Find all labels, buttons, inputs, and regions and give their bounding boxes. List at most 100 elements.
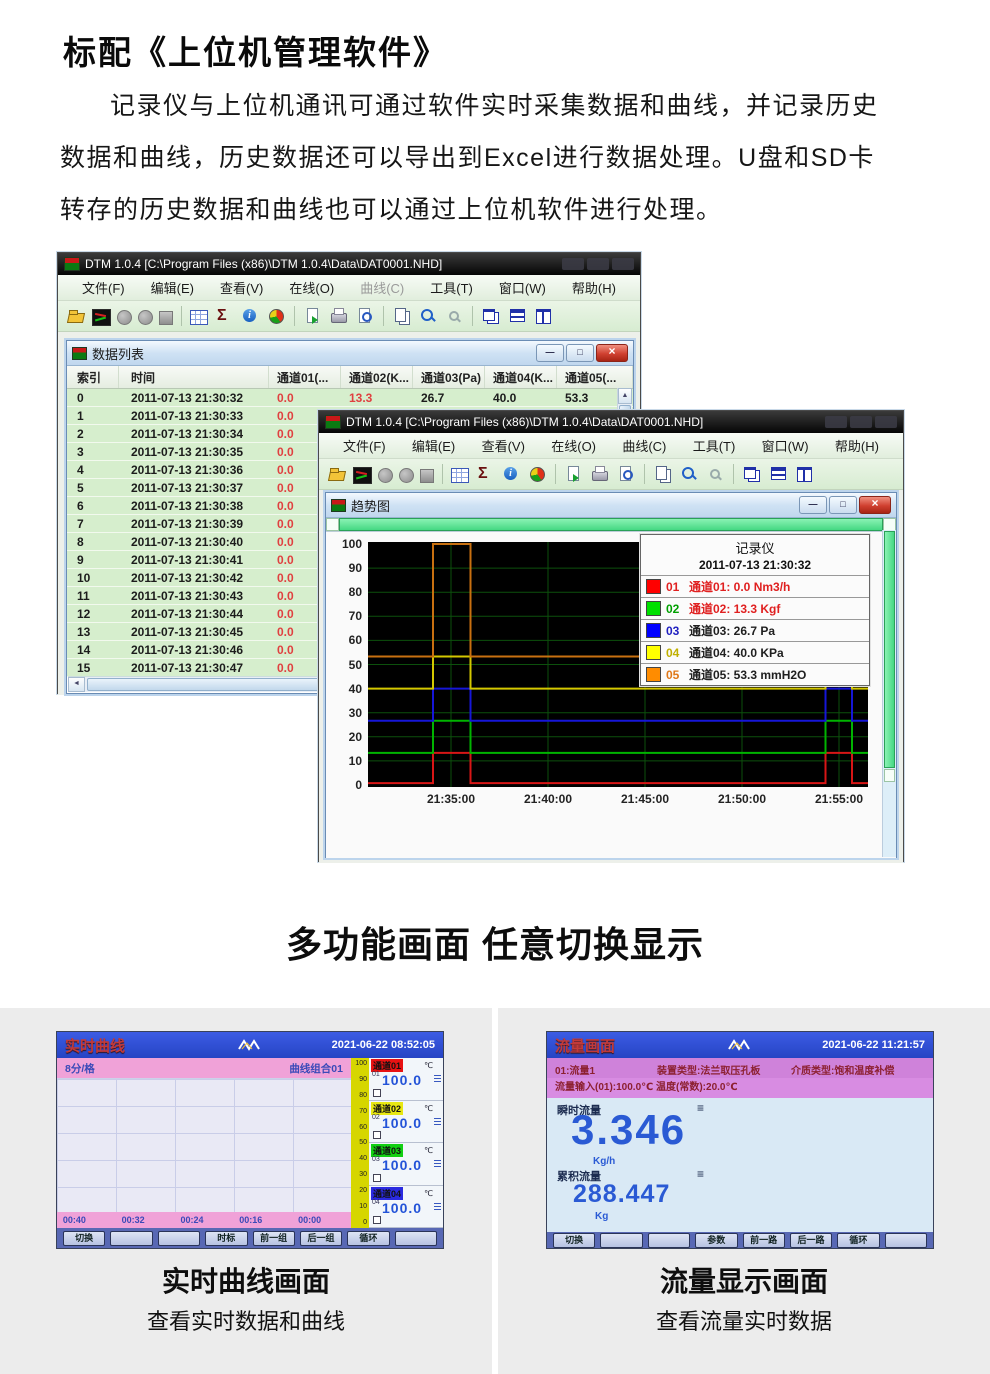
- column-header[interactable]: 通道02(K...: [341, 366, 413, 388]
- window-controls[interactable]: [562, 258, 634, 270]
- menu-item-帮助(H)[interactable]: 帮助(H): [834, 439, 879, 454]
- device-button-时标[interactable]: 时标: [205, 1230, 248, 1246]
- grid-icon[interactable]: [190, 310, 208, 325]
- zoom-small-icon[interactable]: [444, 306, 464, 326]
- stop-icon[interactable]: [159, 311, 173, 325]
- tile-v-icon[interactable]: [533, 306, 553, 326]
- scroll-up-icon[interactable]: [618, 388, 632, 404]
- menu-item-窗口(W)[interactable]: 窗口(W): [761, 439, 809, 454]
- channel-checkbox[interactable]: [373, 1088, 381, 1097]
- grid-icon[interactable]: [451, 468, 469, 483]
- menu-item-在线(O)[interactable]: 在线(O): [551, 439, 597, 454]
- chart-icon[interactable]: [92, 308, 111, 326]
- zoom-small-icon[interactable]: [705, 464, 725, 484]
- record-icon[interactable]: [117, 310, 132, 325]
- cascade-icon[interactable]: [742, 464, 762, 484]
- open-folder-icon[interactable]: [66, 306, 86, 326]
- export-icon[interactable]: [564, 464, 584, 484]
- close-button[interactable]: [859, 496, 891, 514]
- sigma-icon[interactable]: [475, 464, 495, 484]
- menu-item-窗口(W)[interactable]: 窗口(W): [498, 281, 546, 296]
- close-button[interactable]: [596, 344, 628, 362]
- menu-item-文件(F)[interactable]: 文件(F): [82, 281, 125, 296]
- device-button-后一组[interactable]: 后一组: [299, 1230, 343, 1246]
- column-header[interactable]: 时间: [119, 366, 269, 388]
- device-button-blank[interactable]: [600, 1232, 643, 1248]
- column-header[interactable]: 索引: [67, 366, 119, 388]
- device-button-切换[interactable]: 切换: [63, 1230, 106, 1246]
- scroll-left-icon[interactable]: [68, 677, 85, 692]
- trend-titlebar[interactable]: 趋势图: [326, 493, 896, 518]
- data-list-titlebar[interactable]: 数据列表: [67, 341, 633, 366]
- menu-item-帮助(H)[interactable]: 帮助(H): [571, 281, 616, 296]
- export-icon[interactable]: [303, 306, 323, 326]
- menu-item-工具(T)[interactable]: 工具(T): [430, 281, 473, 296]
- preview-icon[interactable]: [355, 306, 375, 326]
- zoom-icon[interactable]: [418, 306, 438, 326]
- open-folder-icon[interactable]: [327, 464, 347, 484]
- sigma-icon[interactable]: [214, 306, 234, 326]
- trend-horizontal-scrollbar[interactable]: [326, 518, 896, 532]
- record-icon[interactable]: [399, 468, 414, 483]
- column-header[interactable]: 通道05(...: [557, 366, 633, 388]
- minimize-button[interactable]: [536, 344, 564, 362]
- print-icon[interactable]: [329, 306, 349, 326]
- window-titlebar[interactable]: DTM 1.0.4 [C:\Program Files (x86)\DTM 1.…: [58, 253, 640, 275]
- stop-icon[interactable]: [420, 469, 434, 483]
- cascade-icon[interactable]: [481, 306, 501, 326]
- channel-checkbox[interactable]: [373, 1131, 381, 1139]
- scrollbar-thumb[interactable]: [884, 531, 895, 769]
- info-icon[interactable]: [240, 306, 260, 326]
- pie-icon[interactable]: [527, 464, 547, 484]
- print-icon[interactable]: [590, 464, 610, 484]
- device-button-前一路[interactable]: 前一路: [742, 1232, 785, 1248]
- zoom-icon[interactable]: [679, 464, 699, 484]
- copy-icon[interactable]: [392, 306, 412, 326]
- device-button-blank[interactable]: [647, 1232, 691, 1248]
- device-button-参数[interactable]: 参数: [695, 1232, 738, 1248]
- menu-item-在线(O)[interactable]: 在线(O): [289, 281, 335, 296]
- device-button-blank[interactable]: [394, 1230, 437, 1246]
- device-button-blank[interactable]: [884, 1232, 927, 1248]
- device-button-循环[interactable]: 循环: [347, 1230, 390, 1246]
- copy-icon[interactable]: [653, 464, 673, 484]
- menu-item-曲线(C)[interactable]: 曲线(C): [360, 281, 405, 296]
- tile-h-icon[interactable]: [507, 306, 527, 326]
- device-button-blank[interactable]: [157, 1230, 201, 1246]
- menu-item-编辑(E)[interactable]: 编辑(E): [150, 281, 194, 296]
- trend-vertical-scrollbar[interactable]: [882, 530, 896, 857]
- device-button-blank[interactable]: [110, 1230, 153, 1246]
- column-header[interactable]: 通道01(...: [269, 366, 341, 388]
- column-header[interactable]: 通道03(Pa): [413, 366, 485, 388]
- info-icon[interactable]: [501, 464, 521, 484]
- table-header[interactable]: 索引 时间 通道01(... 通道02(K... 通道03(Pa) 通道04(K... 通道…: [67, 366, 633, 389]
- window-titlebar[interactable]: DTM 1.0.4 [C:\Program Files (x86)\DTM 1.…: [319, 411, 903, 433]
- table-row[interactable]: 0 2011-07-13 21:30:32 0.0 13.3 26.7 40.0 53.3: [67, 389, 633, 407]
- channel-checkbox[interactable]: [373, 1173, 381, 1182]
- window-controls[interactable]: [825, 416, 897, 428]
- record-icon[interactable]: [378, 468, 393, 483]
- scrollbar-thumb[interactable]: [339, 518, 883, 531]
- device-button-前一组[interactable]: 前一组: [252, 1230, 295, 1246]
- column-header[interactable]: 通道04(K...: [485, 366, 557, 388]
- device-button-循环[interactable]: 循环: [837, 1232, 880, 1248]
- chart-icon[interactable]: [353, 466, 372, 484]
- minimize-button[interactable]: [799, 496, 827, 514]
- menu-item-查看(V)[interactable]: 查看(V): [220, 281, 264, 296]
- menu-item-编辑(E)[interactable]: 编辑(E): [411, 439, 456, 454]
- cell-index: 7: [77, 516, 84, 531]
- channel-checkbox[interactable]: [373, 1216, 381, 1224]
- pie-icon[interactable]: [266, 306, 286, 326]
- restore-button[interactable]: [829, 496, 857, 514]
- menu-item-工具(T)[interactable]: 工具(T): [692, 439, 736, 454]
- device-button-后一路[interactable]: 后一路: [789, 1232, 833, 1248]
- menu-item-曲线(C)[interactable]: 曲线(C): [622, 439, 667, 454]
- menu-item-查看(V)[interactable]: 查看(V): [481, 439, 525, 454]
- tile-h-icon[interactable]: [768, 464, 788, 484]
- menu-item-文件(F)[interactable]: 文件(F): [343, 439, 386, 454]
- preview-icon[interactable]: [616, 464, 636, 484]
- tile-v-icon[interactable]: [794, 464, 814, 484]
- device-button-切换[interactable]: 切换: [553, 1232, 596, 1248]
- restore-button[interactable]: [566, 344, 594, 362]
- record-icon[interactable]: [138, 310, 153, 325]
